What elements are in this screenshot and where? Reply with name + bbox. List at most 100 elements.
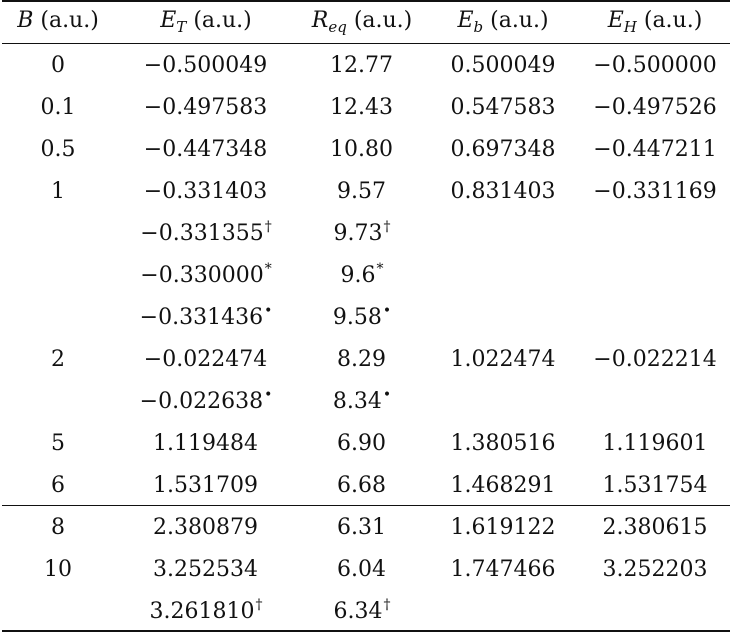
- cell-req: 9.6*: [341, 261, 384, 289]
- cell-eh: −0.500000: [593, 53, 716, 79]
- cell-et: 3.252534: [153, 557, 259, 583]
- cell-value: −0.022214: [593, 347, 717, 372]
- cell-eh: 3.252203: [603, 557, 708, 583]
- cell-req: 12.77: [330, 53, 394, 79]
- cell-value: 12.43: [330, 95, 393, 120]
- cell-et: 2.380879: [153, 515, 259, 541]
- header-eb: Eb (a.u.): [457, 8, 549, 36]
- cell-value: −0.331355: [140, 221, 264, 246]
- cell-value: 2.380879: [153, 515, 258, 540]
- cell-value: 1.619122: [450, 515, 556, 540]
- cell-eb: 0.500049: [451, 53, 556, 79]
- cell-value: 8: [51, 515, 65, 540]
- cell-value: 1.468291: [450, 473, 556, 498]
- cell-b: 2: [51, 347, 65, 373]
- footnote-marker: †: [255, 597, 263, 613]
- footnote-marker: †: [383, 597, 391, 613]
- cell-req: 12.43: [330, 95, 394, 121]
- cell-value: 3.252534: [153, 557, 258, 582]
- cell-value: 2: [51, 347, 65, 372]
- cell-value: 1.531709: [153, 473, 258, 498]
- cell-eb: 0.697348: [451, 137, 556, 163]
- cell-req: 6.68: [337, 473, 387, 499]
- cell-value: 6.04: [337, 557, 386, 582]
- cell-et: −0.330000*: [140, 261, 272, 289]
- cell-value: −0.447211: [593, 137, 717, 162]
- cell-req: 9.57: [337, 179, 387, 205]
- cell-eb: 1.619122: [451, 515, 556, 541]
- cell-eh: −0.331169: [593, 179, 716, 205]
- cell-eb: 1.022474: [451, 347, 556, 373]
- cell-b: 0: [51, 53, 65, 79]
- cell-value: 1.119484: [153, 431, 258, 456]
- cell-b: 5: [51, 431, 65, 457]
- cell-value: 3.252203: [602, 557, 708, 582]
- cell-eb: 0.547583: [451, 95, 556, 121]
- footnote-marker: *: [264, 261, 272, 277]
- cell-value: 10: [44, 557, 72, 582]
- footnote-marker: •: [264, 303, 273, 319]
- cell-value: 1.380516: [450, 431, 556, 456]
- cell-value: 0.1: [40, 95, 76, 120]
- cell-eh: 2.380615: [603, 515, 708, 541]
- cell-b: 10: [44, 557, 72, 583]
- cell-eh: 1.531754: [603, 473, 708, 499]
- cell-value: 5: [51, 431, 65, 456]
- cell-eb: 0.831403: [451, 179, 556, 205]
- header-req: Req (a.u.): [311, 8, 413, 36]
- top-rule: [2, 0, 730, 2]
- cell-req: 10.80: [330, 137, 394, 163]
- cell-et: −0.500049: [144, 53, 268, 79]
- cell-b: 0.5: [41, 137, 76, 163]
- cell-eb: 1.747466: [451, 557, 556, 583]
- cell-value: 6.31: [337, 515, 386, 540]
- cell-value: 8.29: [337, 347, 386, 372]
- cell-req: 9.73†: [334, 220, 391, 247]
- cell-eh: −0.497526: [593, 95, 716, 121]
- cell-req: 6.04: [337, 557, 387, 583]
- cell-req: 9.58•: [332, 303, 392, 331]
- footnote-marker: †: [264, 219, 272, 235]
- cell-value: 6.34: [333, 599, 383, 624]
- bottom-rule: [2, 630, 730, 632]
- cell-value: −0.022638: [139, 389, 264, 414]
- header-et: ET (a.u.): [160, 8, 252, 36]
- cell-value: 0: [51, 53, 65, 78]
- footnote-marker: •: [382, 387, 392, 403]
- footnote-marker: •: [264, 387, 273, 403]
- cell-value: 1.022474: [450, 347, 556, 372]
- cell-b: 0.1: [41, 95, 76, 121]
- cell-value: 0.5: [40, 137, 76, 162]
- cell-value: −0.500049: [143, 53, 268, 78]
- cell-value: 3.261810: [149, 599, 255, 624]
- cell-value: 1.747466: [450, 557, 556, 582]
- cell-et: 1.531709: [153, 473, 259, 499]
- cell-value: 6.90: [337, 431, 386, 456]
- cell-et: 3.261810†: [149, 597, 263, 625]
- cell-value: 1: [51, 179, 65, 204]
- section-rule: [2, 505, 730, 506]
- cell-value: −0.331169: [593, 179, 717, 204]
- cell-b: 6: [51, 473, 65, 499]
- cell-req: 8.29: [337, 347, 387, 373]
- header-b: B (a.u.): [17, 8, 99, 33]
- cell-value: −0.497526: [593, 95, 717, 120]
- footnote-marker: *: [376, 261, 384, 277]
- cell-eh: 1.119601: [603, 431, 708, 457]
- cell-eh: −0.022214: [593, 347, 716, 373]
- cell-req: 8.34•: [333, 387, 392, 415]
- cell-et: −0.331436•: [140, 303, 273, 331]
- cell-value: 9.58: [332, 305, 382, 330]
- cell-value: −0.500000: [593, 53, 717, 78]
- cell-req: 6.90: [337, 431, 387, 457]
- footnote-marker: •: [382, 303, 392, 319]
- cell-value: 0.500049: [450, 53, 556, 78]
- header-eh: EH (a.u.): [607, 8, 703, 36]
- cell-value: 6.68: [337, 473, 386, 498]
- cell-req: 6.34†: [333, 597, 391, 625]
- cell-value: 0.697348: [450, 137, 556, 162]
- cell-b: 1: [51, 179, 65, 205]
- cell-value: −0.447348: [143, 137, 268, 162]
- cell-value: −0.331403: [143, 179, 268, 204]
- cell-et: −0.022474: [144, 347, 268, 373]
